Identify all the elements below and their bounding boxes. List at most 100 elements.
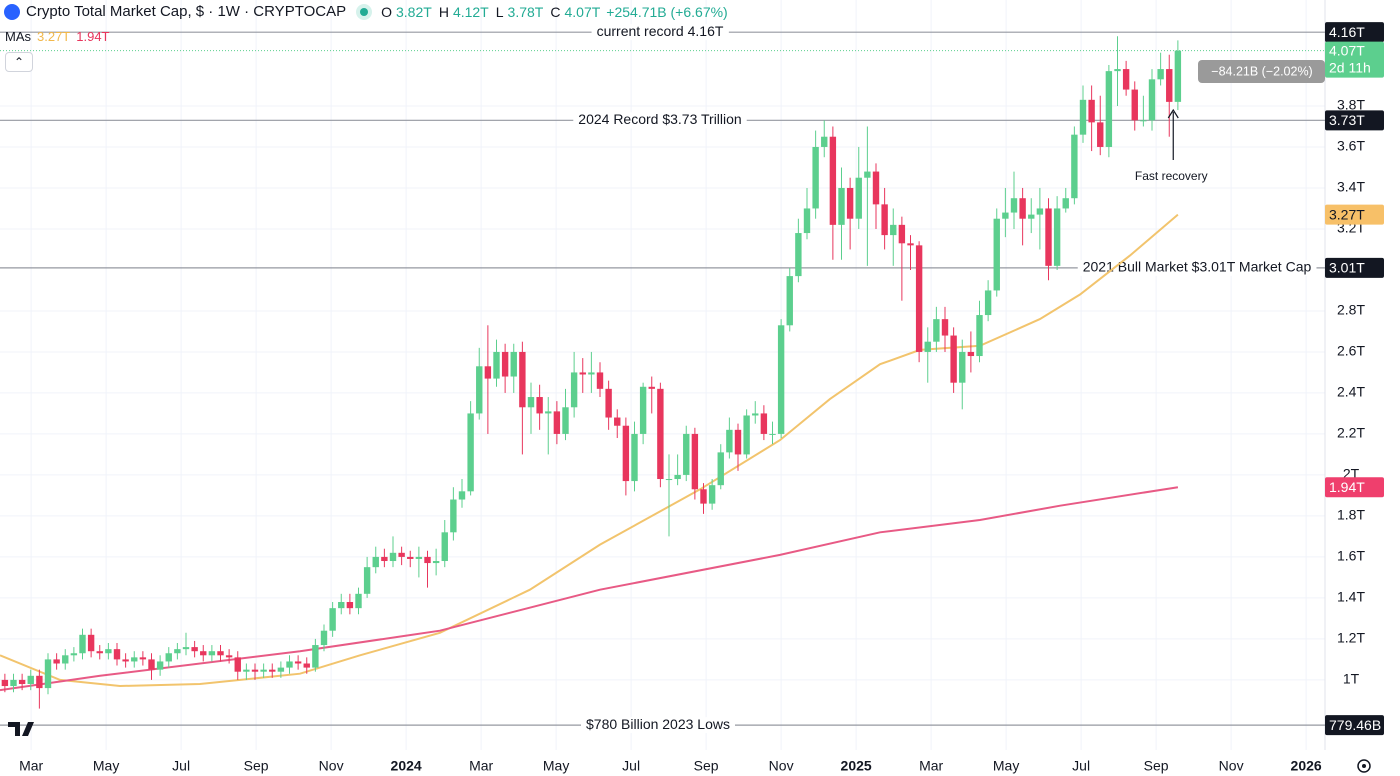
candle-body [959,351,966,383]
x-tick-label: Nov [319,758,344,774]
candle-body [493,351,500,379]
y-tick-label: 1.8T [1337,507,1365,523]
y-tick-label: 2.8T [1337,302,1365,318]
candle-body [1062,198,1069,209]
candle-body [855,177,862,219]
y-tick-label: 1.2T [1337,630,1365,646]
candle-body [605,388,612,418]
price-badge-label: 1.94T [1329,479,1365,495]
ohlc-value: 3.78T [507,3,544,20]
candle-body [458,491,466,500]
candle-body [269,669,276,672]
candle-body [769,433,776,435]
price-badge-label: 4.16T [1329,24,1365,40]
candle-body [907,243,914,246]
change: +254.71B (+6.67%) [606,3,728,20]
candle-body [976,315,983,357]
candle-body [933,319,940,342]
candle-body [139,657,147,660]
candle-body [415,556,423,559]
candle-body [1148,79,1156,121]
candle-body [484,366,492,379]
price-badge [1325,22,1384,43]
tooltip-text: −84.21B (−2.02%) [1211,64,1312,78]
candle-body [527,397,535,408]
candle-body [286,661,293,668]
candle-body [898,224,906,244]
candle-body [476,366,483,414]
annotation-label-bg [591,24,729,41]
y-tick-label: 2.2T [1337,425,1365,441]
settings-icon[interactable] [1357,759,1371,773]
candle-body [562,407,569,434]
candle-body [691,433,699,490]
y-tick-label: 3.4T [1337,179,1365,195]
y-tick-label: 3.8T [1337,97,1365,113]
price-badge [1325,257,1384,278]
candle-body [1036,208,1044,215]
candle-body [631,433,638,482]
candle-body [303,663,310,668]
candle-body [1105,71,1113,147]
candle-body [320,630,328,646]
candle-body [217,651,224,656]
price-badge [1325,477,1384,498]
candle-body [717,452,724,486]
candle-body [10,679,17,687]
candle-body [519,351,526,408]
candle-body [372,556,379,568]
candle-body [881,204,888,236]
candle-body [829,136,837,225]
x-tick-label: May [543,758,569,774]
logo [4,3,20,20]
candle-body [329,608,336,631]
candle-body [36,675,43,689]
candle-body [726,429,733,453]
candle-body [639,386,647,434]
candle-body [812,146,819,209]
candle-body [1088,99,1095,123]
candle-body [501,351,509,377]
ohlc-value: 4.07T [564,3,601,20]
price-badge-label: 3.01T [1329,260,1365,276]
candle-body [1045,208,1052,266]
candle-body [1010,198,1018,213]
ohlc-key: O [381,3,392,20]
price-badge [1325,204,1384,225]
x-tick-label: Jul [172,758,190,774]
candle-body [355,593,362,609]
candle-body [553,411,561,434]
candle-body [890,224,897,236]
candle-body [786,276,793,326]
candle-body [1079,99,1087,135]
tooltip-bg [1198,60,1325,83]
collapse-button[interactable]: ⌃ [5,52,33,72]
ohlc-value: 3.82T [396,3,432,20]
candle-body [363,567,371,594]
candle-body [432,561,440,564]
ohlc-value: 4.12T [452,3,489,20]
candle-body [165,653,172,662]
x-tick-label: 2026 [1291,758,1322,774]
x-tick-label: 2024 [391,758,422,774]
annotation-label-bg [1077,259,1317,276]
candle-body [536,397,543,414]
tv-logo [8,722,34,736]
x-tick-label: May [993,758,1019,774]
x-tick-label: 2025 [841,758,872,774]
price-badge [1325,715,1384,736]
x-tick-label: Jul [622,758,640,774]
candle-body [53,659,60,664]
candle-body [122,659,129,662]
candle-body [588,372,595,375]
candle-body [338,602,345,609]
candle-body [657,388,664,480]
candle-body [260,669,267,672]
candle-body [113,649,121,660]
candle-body [993,218,1000,291]
candle-body [200,651,207,656]
candle-body [62,655,69,664]
candle-body [44,659,52,689]
candle-body [1053,208,1061,266]
